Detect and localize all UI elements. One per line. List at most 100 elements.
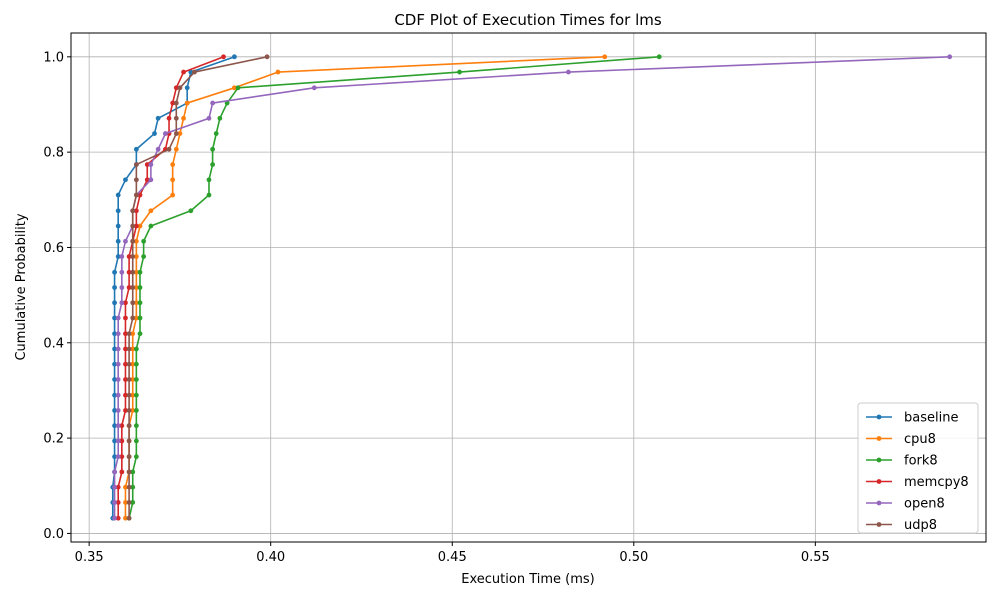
data-point-udp8 (130, 269, 136, 275)
data-point-cpu8 (602, 54, 608, 60)
data-point-open8 (148, 162, 154, 167)
data-point-baseline (112, 300, 117, 306)
data-point-fork8 (137, 331, 143, 337)
data-point-fork8 (137, 285, 143, 290)
legend-swatch-marker (876, 500, 882, 506)
data-point-fork8 (130, 484, 136, 490)
data-point-memcpy8 (133, 208, 139, 214)
data-point-fork8 (133, 408, 139, 413)
data-point-memcpy8 (181, 69, 186, 75)
y-tick-label: 0.2 (43, 432, 64, 447)
data-point-open8 (112, 515, 117, 521)
data-point-udp8 (173, 115, 179, 121)
data-point-open8 (115, 346, 121, 352)
data-point-fork8 (141, 238, 147, 244)
data-point-cpu8 (170, 192, 176, 198)
data-point-cpu8 (133, 254, 139, 259)
data-point-memcpy8 (123, 361, 128, 367)
data-point-cpu8 (133, 269, 139, 275)
y-axis-label: Cumulative Probability (14, 213, 29, 360)
y-tick-label: 0.6 (43, 241, 64, 256)
data-point-open8 (115, 423, 121, 429)
data-point-memcpy8 (126, 269, 132, 275)
data-point-memcpy8 (123, 377, 128, 382)
series-fork8 (126, 54, 662, 521)
data-point-open8 (206, 115, 212, 121)
data-point-memcpy8 (115, 484, 121, 490)
data-point-baseline (112, 408, 117, 413)
data-point-udp8 (126, 377, 132, 382)
data-point-fork8 (213, 131, 219, 136)
data-point-cpu8 (133, 300, 139, 306)
data-point-fork8 (137, 269, 143, 275)
data-point-open8 (115, 454, 121, 460)
series-memcpy8 (115, 54, 226, 521)
data-point-cpu8 (130, 361, 136, 367)
data-point-cpu8 (170, 162, 176, 167)
legend-swatch-marker (876, 436, 882, 441)
data-point-udp8 (133, 177, 139, 183)
y-tick-label: 0.8 (43, 146, 64, 161)
data-point-baseline (133, 146, 139, 152)
data-point-memcpy8 (123, 346, 128, 352)
data-point-memcpy8 (119, 438, 125, 444)
data-point-udp8 (264, 54, 270, 60)
data-point-udp8 (177, 85, 183, 91)
data-point-fork8 (206, 177, 212, 183)
data-point-open8 (311, 85, 317, 91)
data-point-fork8 (137, 315, 143, 321)
x-axis-label: Execution Time (ms) (461, 572, 594, 587)
data-point-cpu8 (133, 315, 139, 321)
data-point-udp8 (126, 408, 132, 413)
data-point-fork8 (133, 423, 139, 429)
data-point-open8 (115, 377, 121, 382)
data-point-open8 (112, 484, 117, 490)
data-point-memcpy8 (126, 285, 132, 290)
data-point-baseline (184, 85, 190, 91)
data-point-udp8 (130, 238, 136, 244)
data-point-cpu8 (170, 177, 176, 183)
data-point-baseline (115, 223, 121, 229)
x-tick-label: 0.50 (619, 550, 648, 565)
data-point-memcpy8 (119, 454, 125, 460)
data-point-cpu8 (130, 346, 136, 352)
data-point-memcpy8 (137, 192, 143, 198)
data-point-udp8 (130, 285, 136, 290)
data-point-fork8 (130, 469, 136, 475)
legend-swatch-marker (876, 414, 882, 420)
legend-label: cpu8 (904, 432, 936, 447)
data-point-baseline (112, 346, 117, 352)
data-point-memcpy8 (115, 515, 121, 521)
data-point-cpu8 (173, 146, 179, 152)
x-tick-label: 0.35 (75, 550, 104, 565)
data-point-baseline (112, 438, 117, 444)
x-tick-label: 0.40 (256, 550, 285, 565)
legend-label: udp8 (904, 518, 937, 533)
data-point-cpu8 (130, 331, 136, 337)
x-tick-label: 0.55 (801, 550, 830, 565)
data-point-baseline (152, 131, 157, 136)
data-point-fork8 (148, 223, 154, 229)
data-point-memcpy8 (126, 254, 132, 259)
data-point-fork8 (133, 438, 139, 444)
legend-swatch-marker (876, 457, 882, 463)
data-point-udp8 (126, 438, 132, 444)
data-point-baseline (112, 285, 117, 290)
data-point-udp8 (126, 361, 132, 367)
data-point-udp8 (133, 162, 139, 167)
legend-entry-fork8: fork8 (866, 454, 938, 469)
data-point-cpu8 (123, 515, 128, 521)
data-point-udp8 (173, 131, 179, 136)
data-point-udp8 (166, 146, 172, 152)
data-point-baseline (112, 377, 117, 382)
data-point-udp8 (173, 100, 179, 106)
data-point-memcpy8 (119, 469, 125, 475)
data-point-udp8 (126, 423, 132, 429)
legend-swatch-marker (876, 479, 882, 484)
data-point-udp8 (192, 69, 197, 75)
data-point-udp8 (130, 223, 136, 229)
legend-entry-baseline: baseline (866, 411, 958, 426)
data-point-fork8 (130, 500, 136, 505)
data-point-baseline (115, 254, 121, 259)
